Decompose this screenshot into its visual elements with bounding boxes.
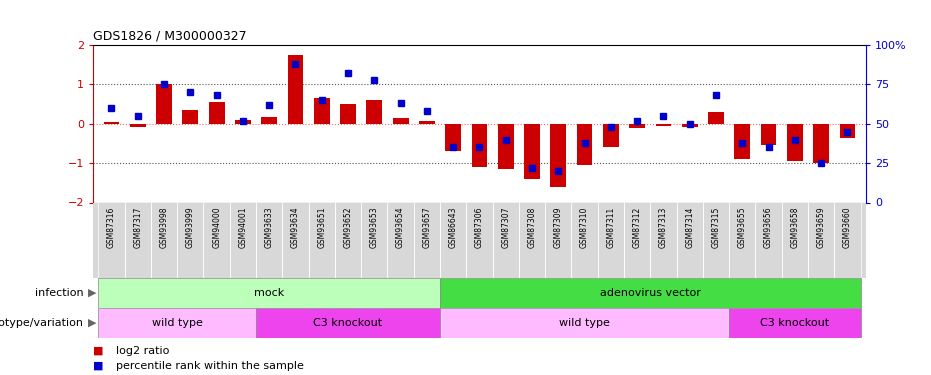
Bar xyxy=(156,84,172,124)
Bar xyxy=(340,104,356,124)
Text: wild type: wild type xyxy=(560,318,610,327)
Bar xyxy=(235,120,250,124)
Bar xyxy=(445,124,461,152)
Bar xyxy=(498,124,514,169)
Text: GSM87309: GSM87309 xyxy=(554,206,563,248)
Bar xyxy=(256,308,440,338)
Bar xyxy=(729,308,860,338)
Bar xyxy=(99,308,256,338)
Text: GSM93634: GSM93634 xyxy=(291,206,300,248)
Bar xyxy=(440,308,729,338)
Text: GSM93653: GSM93653 xyxy=(370,206,379,248)
Bar xyxy=(367,100,383,124)
Text: ■: ■ xyxy=(93,361,103,370)
Text: GSM93656: GSM93656 xyxy=(764,206,773,248)
Bar xyxy=(209,102,224,124)
Text: GDS1826 / M300000327: GDS1826 / M300000327 xyxy=(93,30,247,42)
Bar xyxy=(681,124,697,127)
Text: GSM87312: GSM87312 xyxy=(633,206,641,248)
Text: GSM87307: GSM87307 xyxy=(501,206,510,248)
Text: GSM87313: GSM87313 xyxy=(659,206,668,248)
Bar xyxy=(603,124,619,147)
Text: GSM94001: GSM94001 xyxy=(238,206,248,248)
Text: GSM93633: GSM93633 xyxy=(264,206,274,248)
Bar xyxy=(629,124,645,129)
Bar xyxy=(814,124,829,163)
Text: GSM87310: GSM87310 xyxy=(580,206,589,248)
Bar xyxy=(787,124,803,161)
Text: GSM87311: GSM87311 xyxy=(606,206,615,248)
Text: GSM93651: GSM93651 xyxy=(317,206,326,248)
Bar xyxy=(440,278,860,308)
Bar xyxy=(655,124,671,126)
Text: GSM93658: GSM93658 xyxy=(790,206,800,248)
Text: wild type: wild type xyxy=(152,318,203,327)
Text: mock: mock xyxy=(254,288,284,297)
Bar xyxy=(419,121,435,124)
Bar xyxy=(735,124,750,159)
Text: ▶: ▶ xyxy=(88,318,97,327)
Text: GSM87314: GSM87314 xyxy=(685,206,695,248)
Text: GSM87308: GSM87308 xyxy=(528,206,536,248)
Text: GSM87316: GSM87316 xyxy=(107,206,116,248)
Bar xyxy=(472,124,487,167)
Text: genotype/variation: genotype/variation xyxy=(0,318,84,327)
Text: GSM93654: GSM93654 xyxy=(396,206,405,248)
Bar xyxy=(130,124,145,127)
Text: GSM93655: GSM93655 xyxy=(737,206,747,248)
Bar xyxy=(761,124,776,146)
Text: adenovirus vector: adenovirus vector xyxy=(600,288,701,297)
Text: infection: infection xyxy=(35,288,84,297)
Text: percentile rank within the sample: percentile rank within the sample xyxy=(116,361,304,370)
Bar xyxy=(262,117,277,124)
Text: GSM93659: GSM93659 xyxy=(816,206,826,248)
Text: GSM93998: GSM93998 xyxy=(159,206,169,248)
Bar xyxy=(524,124,540,179)
Bar xyxy=(288,55,304,124)
Bar xyxy=(840,124,856,138)
Bar xyxy=(314,98,330,124)
Text: log2 ratio: log2 ratio xyxy=(116,346,169,355)
Text: GSM87317: GSM87317 xyxy=(133,206,142,248)
Text: C3 knockout: C3 knockout xyxy=(761,318,830,327)
Bar xyxy=(550,124,566,187)
Bar xyxy=(182,110,198,124)
Bar xyxy=(708,112,724,124)
Text: GSM93660: GSM93660 xyxy=(843,206,852,248)
Text: GSM93657: GSM93657 xyxy=(423,206,431,248)
Bar xyxy=(99,278,440,308)
Text: ■: ■ xyxy=(93,346,103,355)
Text: GSM87306: GSM87306 xyxy=(475,206,484,248)
Bar xyxy=(393,118,409,124)
Text: ▶: ▶ xyxy=(88,288,97,297)
Text: GSM87315: GSM87315 xyxy=(711,206,721,248)
Text: GSM93652: GSM93652 xyxy=(344,206,353,248)
Bar xyxy=(103,122,119,124)
Text: C3 knockout: C3 knockout xyxy=(314,318,383,327)
Bar xyxy=(576,124,592,165)
Text: GSM86643: GSM86643 xyxy=(449,206,458,248)
Text: GSM94000: GSM94000 xyxy=(212,206,222,248)
Text: GSM93999: GSM93999 xyxy=(186,206,195,248)
